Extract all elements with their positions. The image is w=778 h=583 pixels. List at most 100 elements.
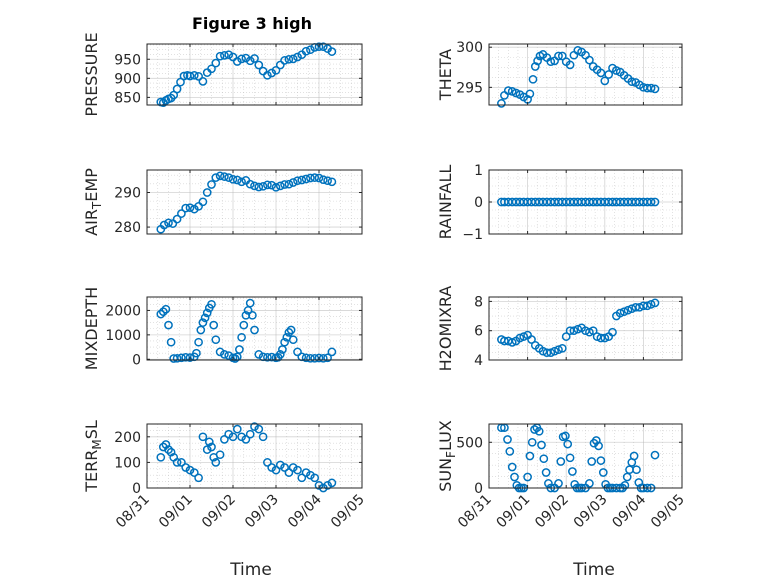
x-axis-label-right: Time <box>572 560 615 580</box>
data-point <box>248 310 257 320</box>
data-point <box>293 176 302 186</box>
data-point <box>306 353 315 363</box>
data-point <box>275 60 285 70</box>
data-point <box>185 353 195 362</box>
data-point <box>525 451 535 461</box>
data-point <box>505 447 515 456</box>
data-point <box>620 480 630 490</box>
data-point <box>220 350 229 359</box>
data-point <box>230 354 240 363</box>
data-point <box>194 201 203 211</box>
data-point <box>533 56 542 66</box>
data-point <box>563 439 573 449</box>
data-point <box>237 332 246 342</box>
plot-area <box>147 297 362 360</box>
data-point <box>164 320 173 330</box>
y-axis-label: THETA <box>436 49 455 101</box>
data-point <box>561 431 570 441</box>
data-point <box>306 45 315 55</box>
data-point <box>600 76 610 86</box>
data-point <box>527 335 536 344</box>
data-point <box>585 479 594 488</box>
data-point <box>587 457 597 466</box>
data-point <box>245 179 255 189</box>
y-tick-label: −1 <box>462 227 483 243</box>
data-point <box>318 175 328 185</box>
data-point <box>275 460 285 470</box>
data-point <box>554 51 563 61</box>
data-point <box>565 453 575 463</box>
data-point <box>250 181 259 191</box>
data-point <box>310 173 320 182</box>
y-tick-label: 0 <box>132 352 141 368</box>
data-point <box>550 346 559 356</box>
data-point <box>525 89 535 99</box>
data-point <box>323 481 332 490</box>
data-point <box>565 60 575 70</box>
y-tick-label: 8 <box>474 294 483 310</box>
data-point <box>271 65 281 75</box>
data-point <box>280 180 289 189</box>
data-point <box>254 60 264 70</box>
data-point <box>507 338 517 347</box>
data-point <box>254 424 264 434</box>
data-point <box>542 348 552 358</box>
data-point <box>215 450 225 460</box>
y-tick-label: 280 <box>114 220 141 236</box>
y-tick-label: 900 <box>114 71 141 87</box>
data-point <box>511 88 521 98</box>
data-point <box>297 175 307 185</box>
data-point <box>573 324 583 334</box>
data-point <box>177 209 186 218</box>
data-point <box>245 298 255 308</box>
data-point <box>209 320 219 330</box>
data-point <box>228 174 238 184</box>
data-point <box>185 465 195 475</box>
data-point <box>275 350 285 359</box>
data-point <box>267 180 277 190</box>
y-tick-label: 1000 <box>105 328 141 344</box>
y-tick-label: 300 <box>456 40 483 56</box>
data-point <box>306 173 315 183</box>
x-axis-label-left: Time <box>229 560 272 580</box>
data-point <box>631 302 641 312</box>
data-point <box>215 51 225 61</box>
data-point <box>608 327 617 337</box>
data-point <box>554 345 563 355</box>
y-axis-label: SUNFLUX <box>436 420 458 492</box>
subplot-pressure: 850 900 950 PRESSURE <box>82 32 363 117</box>
data-point <box>619 307 629 317</box>
data-point <box>288 178 298 187</box>
data-point <box>202 445 212 454</box>
data-point <box>314 42 324 52</box>
data-point <box>232 57 242 66</box>
data-point <box>650 84 660 94</box>
data-point <box>204 437 214 447</box>
y-tick-label: 1 <box>474 163 483 179</box>
data-point <box>158 307 168 317</box>
data-point <box>194 473 203 483</box>
axes-box <box>146 169 363 235</box>
data-point <box>314 173 324 183</box>
data-point <box>541 468 551 477</box>
data-point <box>600 333 610 343</box>
data-point <box>301 468 311 477</box>
axes-box <box>146 296 363 361</box>
data-point <box>293 465 302 475</box>
data-point <box>237 177 246 187</box>
data-point <box>539 454 549 464</box>
data-point <box>211 335 221 345</box>
data-point <box>301 353 311 363</box>
data-point <box>604 70 614 79</box>
data-point <box>189 204 199 214</box>
data-point <box>546 57 556 67</box>
data-point <box>207 442 216 452</box>
data-point <box>198 318 208 327</box>
data-point <box>168 219 178 228</box>
data-point <box>215 171 225 181</box>
data-point <box>241 435 251 444</box>
y-tick-label: 850 <box>114 90 141 106</box>
data-point <box>164 445 173 454</box>
